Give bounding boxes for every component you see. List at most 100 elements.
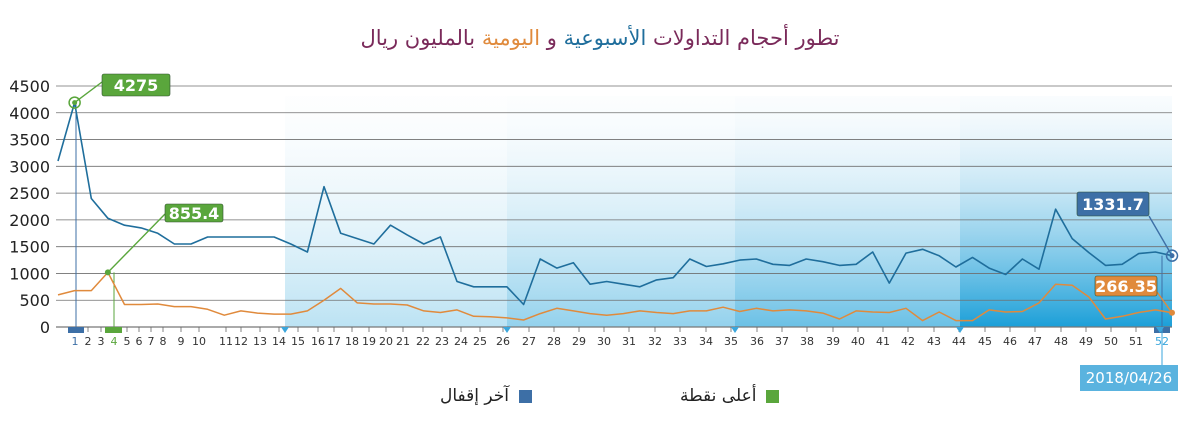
y-tick-label: 500 <box>19 291 50 310</box>
x-tick-label: 40 <box>851 335 865 348</box>
x-tick-label: 4 <box>111 335 118 348</box>
date-badge: 2018/04/26 <box>1080 365 1178 391</box>
x-tick-label: 3 <box>98 335 105 348</box>
legend-last-close: آخر إقفال <box>440 384 532 408</box>
x-tick-label: 49 <box>1079 335 1093 348</box>
title-part4: اليومية <box>481 26 541 50</box>
title-part1: تطور أحجام التداولات <box>653 26 840 50</box>
week-1-marker <box>68 327 84 333</box>
y-tick-label: 3500 <box>9 131 50 150</box>
y-tick-label: 4000 <box>9 104 50 123</box>
chart-title: تطور أحجام التداولات الأسبوعية و اليومية… <box>0 26 1200 50</box>
x-tick-label: 10 <box>192 335 206 348</box>
x-tick-label: 2 <box>85 335 92 348</box>
x-tick-label: 18 <box>345 335 359 348</box>
x-tick-label: 46 <box>1003 335 1017 348</box>
x-tick-label: 14 <box>272 335 286 348</box>
x-tick-label: 36 <box>750 335 764 348</box>
band-marker <box>281 327 289 333</box>
x-tick-label: 12 <box>234 335 248 348</box>
x-tick-label: 22 <box>416 335 430 348</box>
x-tick-label: 37 <box>775 335 789 348</box>
daily-high-callout-leader <box>107 213 166 273</box>
weekly-last-marker-ring <box>1165 249 1179 262</box>
x-tick-label: 25 <box>473 335 487 348</box>
background-band <box>735 96 960 327</box>
daily-series-line <box>57 271 1173 322</box>
x-tick-label: 30 <box>597 335 611 348</box>
weekly-high-marker-ring <box>68 96 81 109</box>
y-tick-label: 0 <box>40 318 50 337</box>
band-marker <box>731 327 739 333</box>
x-tick-label: 31 <box>622 335 636 348</box>
background-band <box>507 96 735 327</box>
x-tick-label: 21 <box>396 335 410 348</box>
x-tick-label: 9 <box>178 335 185 348</box>
band-marker <box>956 327 964 333</box>
x-tick-label: 7 <box>148 335 155 348</box>
x-tick-label: 45 <box>978 335 992 348</box>
weekly-series-line <box>57 101 1173 306</box>
x-tick-label: 5 <box>124 335 131 348</box>
x-tick-label: 38 <box>800 335 814 348</box>
x-tick-label: 44 <box>952 335 966 348</box>
x-tick-label: 42 <box>901 335 915 348</box>
legend-highest-label: أعلى نقطة <box>680 386 757 406</box>
y-tick-label: 1500 <box>9 238 50 257</box>
weekly-last-callout-label: 1331.7 <box>1082 195 1144 214</box>
x-tick-label: 33 <box>673 335 687 348</box>
x-tick-label: 17 <box>327 335 341 348</box>
weekly-high-callout-box <box>101 73 171 97</box>
x-tick-label: 48 <box>1054 335 1068 348</box>
x-tick-label: 16 <box>311 335 325 348</box>
x-tick-label: 1 <box>72 335 79 348</box>
x-tick-label: 23 <box>435 335 449 348</box>
x-tick-label: 8 <box>160 335 167 348</box>
legend-last-close-swatch <box>519 389 532 403</box>
x-tick-label: 50 <box>1104 335 1118 348</box>
x-tick-label: 51 <box>1129 335 1143 348</box>
x-tick-label: 27 <box>522 335 536 348</box>
x-tick-label: 39 <box>826 335 840 348</box>
y-tick-label: 3000 <box>9 157 50 176</box>
weekly-high-callout-leader <box>74 81 103 104</box>
x-tick-label: 15 <box>291 335 305 348</box>
x-tick-label: 41 <box>876 335 890 348</box>
title-part5: بالمليون ريال <box>360 26 476 50</box>
x-tick-label: 47 <box>1028 335 1042 348</box>
x-tick-label: 29 <box>572 335 586 348</box>
y-tick-label: 1000 <box>9 264 50 283</box>
daily-last-callout-label: 266.35 <box>1095 277 1157 296</box>
x-tick-label: 35 <box>724 335 738 348</box>
x-tick-label: 43 <box>927 335 941 348</box>
weekly-last-callout-box <box>1076 191 1150 217</box>
y-tick-label: 4500 <box>9 77 50 96</box>
band-marker <box>503 327 511 333</box>
week-4-marker <box>105 327 122 333</box>
x-tick-label: 26 <box>496 335 510 348</box>
daily-high-callout-label: 855.4 <box>169 204 220 223</box>
daily-last-callout-leader <box>1156 291 1173 314</box>
x-tick-label: 20 <box>379 335 393 348</box>
legend-last-close-label: آخر إقفال <box>440 386 509 406</box>
legend-highest-swatch <box>766 389 780 403</box>
daily-last-callout-box <box>1094 275 1158 297</box>
weekly-last-callout-leader <box>1148 215 1173 257</box>
x-tick-label: 13 <box>253 335 267 348</box>
background-band <box>285 96 507 327</box>
x-tick-label: 28 <box>547 335 561 348</box>
x-tick-label: 6 <box>136 335 143 348</box>
weekly-high-callout-label: 4275 <box>114 76 159 95</box>
x-tick-label: 34 <box>699 335 713 348</box>
daily-high-callout-box <box>164 203 224 223</box>
y-tick-label: 2000 <box>9 211 50 230</box>
y-tick-label: 2500 <box>9 184 50 203</box>
x-tick-label: 24 <box>454 335 468 348</box>
legend-highest: أعلى نقطة <box>680 384 780 408</box>
title-part3: و <box>546 26 557 50</box>
x-tick-label: 19 <box>362 335 376 348</box>
title-part2: الأسبوعية <box>563 26 647 50</box>
x-tick-label: 11 <box>219 335 233 348</box>
x-tick-label: 32 <box>648 335 662 348</box>
